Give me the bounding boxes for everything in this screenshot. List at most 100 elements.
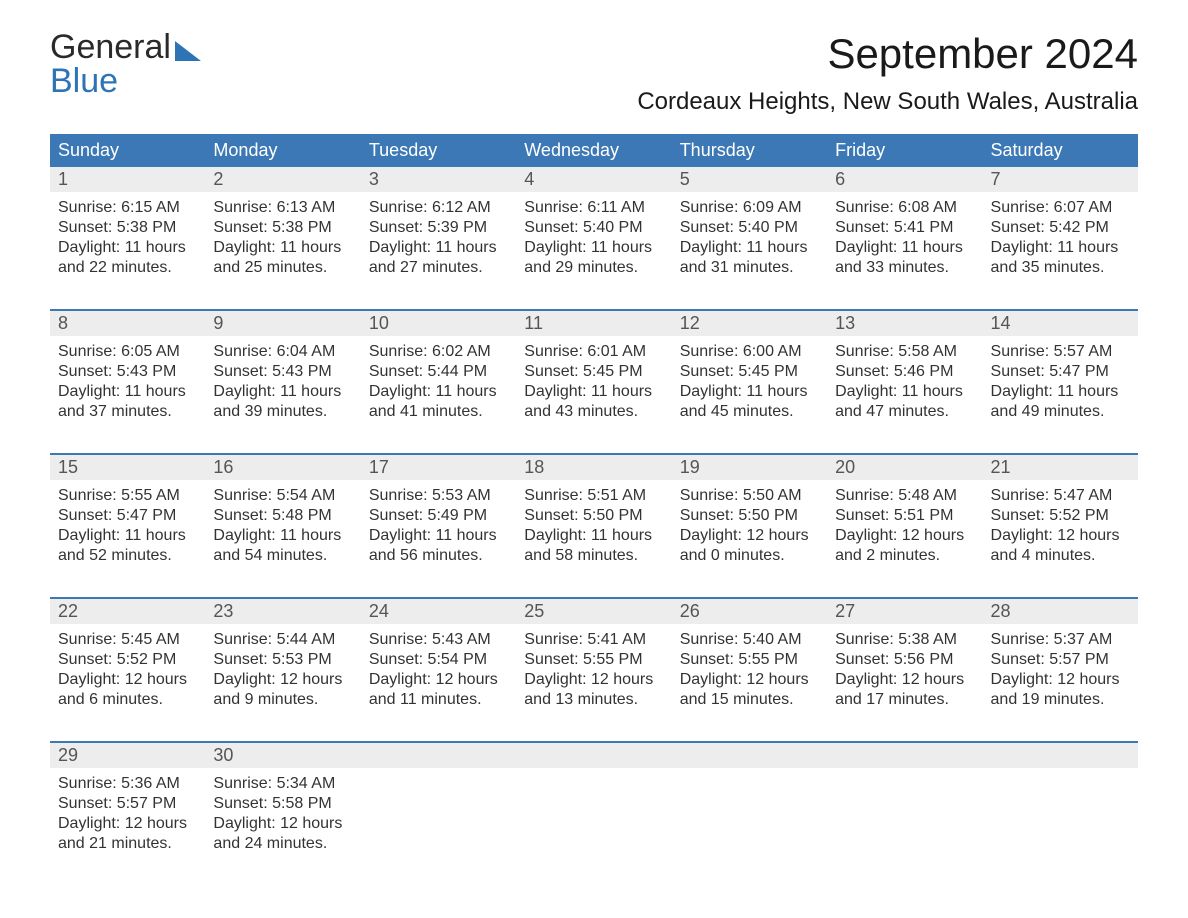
sunset-line: Sunset: 5:41 PM [835, 218, 974, 238]
day-header-row: Sunday Monday Tuesday Wednesday Thursday… [50, 134, 1138, 167]
day-cell: Sunrise: 5:38 AMSunset: 5:56 PMDaylight:… [827, 624, 982, 714]
day-number [516, 742, 671, 768]
sunset-line: Sunset: 5:44 PM [369, 362, 508, 382]
day-cell: Sunrise: 5:53 AMSunset: 5:49 PMDaylight:… [361, 480, 516, 570]
day-number: 7 [983, 167, 1138, 192]
sunset-line: Sunset: 5:43 PM [213, 362, 352, 382]
daylight-line: Daylight: 11 hours and 39 minutes. [213, 382, 352, 422]
logo-word-1: General [50, 30, 171, 64]
dayhead-thu: Thursday [672, 134, 827, 167]
daylight-line: Daylight: 12 hours and 15 minutes. [680, 670, 819, 710]
sunset-line: Sunset: 5:47 PM [58, 506, 197, 526]
daylight-line: Daylight: 11 hours and 45 minutes. [680, 382, 819, 422]
sunset-line: Sunset: 5:50 PM [524, 506, 663, 526]
sunrise-line: Sunrise: 6:15 AM [58, 198, 197, 218]
daylight-line: Daylight: 12 hours and 11 minutes. [369, 670, 508, 710]
day-number: 17 [361, 454, 516, 480]
day-cell: Sunrise: 6:02 AMSunset: 5:44 PMDaylight:… [361, 336, 516, 426]
daynum-row: 22232425262728 [50, 598, 1138, 624]
daylight-line: Daylight: 12 hours and 17 minutes. [835, 670, 974, 710]
sunset-line: Sunset: 5:57 PM [58, 794, 197, 814]
daylight-line: Daylight: 11 hours and 47 minutes. [835, 382, 974, 422]
day-cell: Sunrise: 5:40 AMSunset: 5:55 PMDaylight:… [672, 624, 827, 714]
day-number: 28 [983, 598, 1138, 624]
day-number: 9 [205, 310, 360, 336]
day-cell: Sunrise: 6:05 AMSunset: 5:43 PMDaylight:… [50, 336, 205, 426]
day-number: 6 [827, 167, 982, 192]
calendar-table: Sunday Monday Tuesday Wednesday Thursday… [50, 134, 1138, 858]
sunrise-line: Sunrise: 5:47 AM [991, 486, 1130, 506]
sunrise-line: Sunrise: 5:34 AM [213, 774, 352, 794]
sunset-line: Sunset: 5:53 PM [213, 650, 352, 670]
daynum-row: 2930 [50, 742, 1138, 768]
day-cell: Sunrise: 5:48 AMSunset: 5:51 PMDaylight:… [827, 480, 982, 570]
day-number: 18 [516, 454, 671, 480]
day-number: 1 [50, 167, 205, 192]
daylight-line: Daylight: 12 hours and 13 minutes. [524, 670, 663, 710]
calendar-body: 1 23 4567 Sunrise: 6:15 AMSunset: 5:38 PM Da… [50, 167, 1138, 858]
daylight-line: Daylight: 11 hours and 35 minutes. [991, 238, 1130, 278]
day-number [672, 742, 827, 768]
sunset-line: Sunset: 5:43 PM [58, 362, 197, 382]
daylight-line: Daylight: 11 hours and 37 minutes. [58, 382, 197, 422]
day-cell: Sunrise: 6:09 AMSunset: 5:40 PMDaylight:… [672, 192, 827, 282]
day-number [983, 742, 1138, 768]
day-cell: Sunrise: 6:04 AMSunset: 5:43 PMDaylight:… [205, 336, 360, 426]
day-number: 5 [672, 167, 827, 192]
day-cell [516, 768, 671, 858]
sunset-line: Sunset: 5:47 PM [991, 362, 1130, 382]
sunrise-line: Sunrise: 6:13 AM [213, 198, 352, 218]
week-separator [50, 426, 1138, 454]
week-separator [50, 282, 1138, 310]
content-row: Sunrise: 5:36 AMSunset: 5:57 PMDaylight:… [50, 768, 1138, 858]
sunrise-line: Sunrise: 5:40 AM [680, 630, 819, 650]
daylight-line: Daylight: 12 hours and 19 minutes. [991, 670, 1130, 710]
day-cell [361, 768, 516, 858]
daylight-line: Daylight: 11 hours and 58 minutes. [524, 526, 663, 566]
day-number: 23 [205, 598, 360, 624]
daylight-line: Daylight: 11 hours and 56 minutes. [369, 526, 508, 566]
day-cell: Sunrise: 6:01 AMSunset: 5:45 PMDaylight:… [516, 336, 671, 426]
day-number: 20 [827, 454, 982, 480]
day-number: 12 [672, 310, 827, 336]
week-separator [50, 570, 1138, 598]
day-cell [672, 768, 827, 858]
title-block: September 2024 Cordeaux Heights, New Sou… [637, 30, 1138, 126]
sunrise-line: Sunrise: 5:45 AM [58, 630, 197, 650]
day-number: 21 [983, 454, 1138, 480]
sunset-line: Sunset: 5:40 PM [680, 218, 819, 238]
day-number: 25 [516, 598, 671, 624]
day-cell: Sunrise: 5:54 AMSunset: 5:48 PMDaylight:… [205, 480, 360, 570]
sunrise-line: Sunrise: 5:58 AM [835, 342, 974, 362]
sunset-line: Sunset: 5:54 PM [369, 650, 508, 670]
day-cell: Sunrise: 6:08 AMSunset: 5:41 PMDaylight:… [827, 192, 982, 282]
sunrise-line: Sunrise: 5:51 AM [524, 486, 663, 506]
sunrise-line: Sunrise: 5:38 AM [835, 630, 974, 650]
sunrise-line: Sunrise: 5:37 AM [991, 630, 1130, 650]
sunset-line: Sunset: 5:57 PM [991, 650, 1130, 670]
day-cell: Sunrise: 5:41 AMSunset: 5:55 PMDaylight:… [516, 624, 671, 714]
day-cell: Sunrise: 5:58 AMSunset: 5:46 PMDaylight:… [827, 336, 982, 426]
daylight-line: Daylight: 11 hours and 41 minutes. [369, 382, 508, 422]
day-cell: Sunrise: 6:11 AMSunset: 5:40 PMDaylight:… [516, 192, 671, 282]
sunset-line: Sunset: 5:48 PM [213, 506, 352, 526]
sunrise-line: Sunrise: 5:54 AM [213, 486, 352, 506]
month-title: September 2024 [637, 30, 1138, 78]
sunrise-line: Sunrise: 5:41 AM [524, 630, 663, 650]
day-cell: Sunrise: 5:43 AMSunset: 5:54 PMDaylight:… [361, 624, 516, 714]
sunset-line: Sunset: 5:38 PM [58, 218, 197, 238]
sunrise-line: Sunrise: 6:04 AM [213, 342, 352, 362]
day-number: 4 [516, 167, 671, 192]
sunrise-line: Sunrise: 6:09 AM [680, 198, 819, 218]
day-number: 24 [361, 598, 516, 624]
day-number: 10 [361, 310, 516, 336]
sunset-line: Sunset: 5:52 PM [991, 506, 1130, 526]
day-cell: Sunrise: 5:55 AMSunset: 5:47 PMDaylight:… [50, 480, 205, 570]
day-cell: Sunrise: 5:51 AMSunset: 5:50 PMDaylight:… [516, 480, 671, 570]
day-number: 19 [672, 454, 827, 480]
sunset-line: Sunset: 5:40 PM [524, 218, 663, 238]
day-number: 29 [50, 742, 205, 768]
day-cell: Sunrise: 6:13 AMSunset: 5:38 PMDaylight:… [205, 192, 360, 282]
sunrise-line: Sunrise: 5:48 AM [835, 486, 974, 506]
sunset-line: Sunset: 5:55 PM [680, 650, 819, 670]
